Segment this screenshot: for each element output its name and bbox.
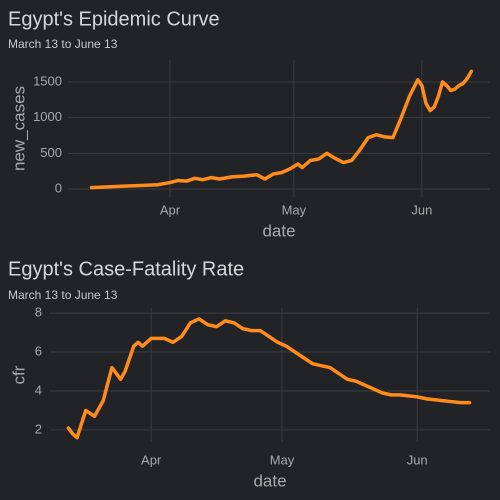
y-tick-label: 4 <box>35 382 42 397</box>
x-tick-label: Apr <box>141 452 162 467</box>
x-tick-label: May <box>282 202 307 217</box>
x-axis-label: date <box>262 221 295 240</box>
x-tick-label: May <box>270 452 295 467</box>
y-tick-label: 500 <box>40 145 62 160</box>
y-tick-label: 6 <box>35 343 42 358</box>
x-tick-label: Apr <box>160 202 181 217</box>
x-tick-label: Jun <box>407 452 428 467</box>
y-tick-label: 1500 <box>33 73 62 88</box>
x-axis-label: date <box>253 471 286 490</box>
chart-subtitle: March 13 to June 13 <box>8 37 118 51</box>
y-tick-label: 1000 <box>33 109 62 124</box>
chart-title: Egypt's Case-Fatality Rate <box>8 258 244 280</box>
y-tick-label: 8 <box>35 305 42 320</box>
y-axis-label: cfr <box>9 365 28 384</box>
data-line <box>66 317 472 440</box>
y-tick-label: 2 <box>35 421 42 436</box>
y-tick-label: 0 <box>55 180 62 195</box>
x-tick-label: Jun <box>411 202 432 217</box>
data-line <box>89 69 474 190</box>
y-axis-label: new_cases <box>9 86 28 171</box>
chart-title: Egypt's Epidemic Curve <box>8 8 220 30</box>
chart-subtitle: March 13 to June 13 <box>8 288 118 302</box>
